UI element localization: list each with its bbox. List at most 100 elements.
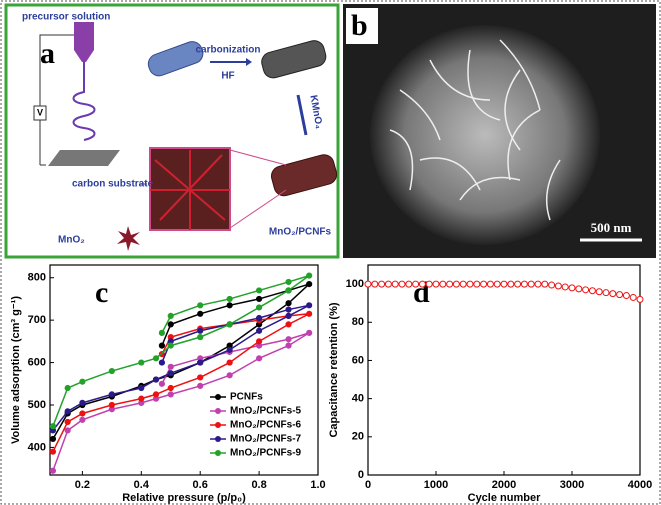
point [255,338,263,345]
point [616,291,624,299]
point [622,292,630,300]
point [306,310,313,317]
point [197,302,204,309]
point [152,376,160,383]
point [64,408,71,415]
point [568,284,576,292]
point [425,280,433,288]
point [285,300,292,307]
panel-letter: c [95,276,108,309]
y-tick-label: 60 [352,354,364,366]
product-fiber [270,154,338,197]
x-tick-label: 1000 [424,479,448,491]
wire [39,34,74,166]
point [226,295,233,303]
point [285,342,292,349]
series-line [52,332,310,472]
label: V [37,107,43,117]
flower [370,25,600,245]
zoom-line [229,149,287,166]
point [520,280,528,288]
point [378,280,386,288]
y-tick-label: 0 [358,469,364,481]
point [306,280,313,288]
plot-frame [367,264,641,476]
point [197,334,204,341]
point [49,467,57,474]
point [391,280,399,288]
point [79,416,86,423]
point [49,423,57,430]
fiber-coil [72,62,96,141]
point [197,382,204,390]
point [561,283,569,291]
point [285,287,292,294]
point [152,355,160,362]
porous-fiber [261,40,327,79]
syringe [74,22,94,62]
point [285,312,292,320]
point [158,380,166,387]
point [197,374,204,381]
arrow-head [246,58,252,66]
x-axis-title: Relative pressure (p/p₀) [122,492,246,504]
x-tick-label: 0.4 [134,479,150,491]
point [418,280,426,288]
legend-marker [215,450,221,456]
point [197,359,204,366]
point [167,363,174,370]
point [158,342,166,349]
point [636,295,644,303]
point [371,280,379,288]
panel-a: precursor solution a V carbonization HF … [4,3,340,259]
point [255,304,263,311]
legend-label: MnO₂/PCNFs-9 [230,448,302,459]
point [582,286,590,294]
x-tick-label: 0.2 [75,479,90,491]
zoom-line [229,189,287,229]
panel-b: b 500 nm [343,4,656,258]
panel-letter: a [40,37,55,70]
legend-label: MnO₂/PCNFs-5 [230,406,302,417]
point [507,280,515,288]
legend-label: MnO₂/PCNFs-7 [230,434,302,445]
point [432,280,440,288]
x-tick-label: 1.0 [310,479,325,491]
point [285,336,292,343]
point [405,280,413,288]
point [459,280,467,288]
point [79,410,86,417]
mno2-icon [117,226,140,251]
point [554,282,562,290]
point [226,302,233,309]
point [167,384,174,392]
point [108,367,115,375]
point [364,280,372,288]
point [255,355,263,362]
point [108,391,115,398]
label: precursor solution [22,12,110,23]
point [534,280,542,288]
point [439,280,447,288]
y-tick-label: 80 [352,316,364,328]
series-line [52,304,310,431]
y-tick-label: 100 [346,278,364,290]
point [64,418,71,426]
point [167,312,174,320]
point [197,310,204,317]
point [384,280,392,288]
x-axis-title: Cycle number [468,492,541,504]
point [602,289,610,297]
point [167,391,174,398]
point [138,359,145,366]
label: MnO₂/PCNFs [269,227,332,238]
y-tick-label: 20 [352,431,364,443]
y-tick-label: 500 [28,399,46,411]
arrow [296,94,308,136]
point [152,391,160,398]
point [167,342,174,349]
point [306,272,313,279]
point [285,306,292,313]
point [306,302,313,309]
series-line [52,274,310,427]
